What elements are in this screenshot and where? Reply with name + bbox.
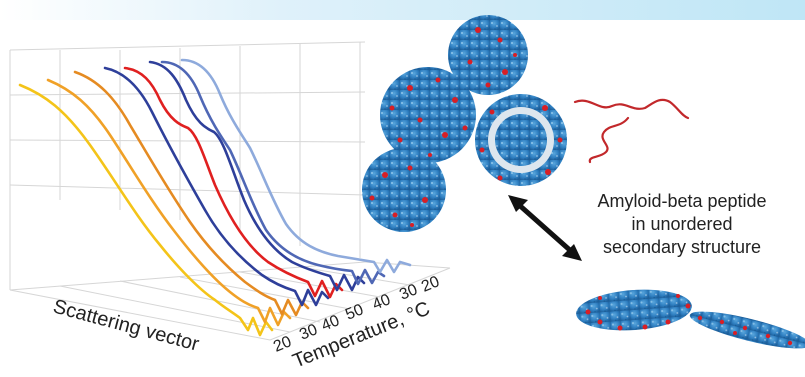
top-gradient-band bbox=[0, 0, 805, 20]
disc-large bbox=[576, 289, 692, 331]
amyloid-peptide-chain bbox=[573, 98, 690, 164]
vesicle-left bbox=[380, 67, 476, 163]
bicelle-structures bbox=[576, 289, 805, 349]
tick-30-front: 30 bbox=[297, 321, 320, 343]
annotation-line-2: in unordered bbox=[631, 214, 733, 234]
tick-40-back: 40 bbox=[370, 291, 393, 313]
tick-40-front: 40 bbox=[319, 312, 342, 334]
peptide-annotation: Amyloid-beta peptide in unordered second… bbox=[566, 190, 798, 259]
rod-elongated bbox=[689, 311, 805, 349]
vesicle-bottom bbox=[362, 148, 446, 232]
curve-20C-cooling-a bbox=[160, 60, 386, 286]
curve-30C-cooling bbox=[148, 60, 366, 292]
curve-40C-cooling bbox=[123, 66, 344, 299]
annotation-line-1: Amyloid-beta peptide bbox=[597, 191, 767, 211]
equilibrium-arrow bbox=[508, 195, 582, 261]
vesicle-cluster bbox=[362, 15, 567, 232]
saxs-curves bbox=[18, 58, 412, 337]
z-axis-ticks: 20 30 40 50 40 30 20 bbox=[271, 273, 442, 355]
peptide-spots bbox=[369, 27, 563, 227]
vesicle-top bbox=[448, 15, 528, 95]
tick-30-back: 30 bbox=[397, 281, 420, 303]
vesicle-cut bbox=[475, 94, 567, 186]
tick-20-back: 20 bbox=[419, 273, 442, 295]
annotation-line-3: secondary structure bbox=[602, 237, 762, 257]
curve-20C-cooling-b bbox=[180, 58, 412, 274]
tick-50: 50 bbox=[343, 301, 366, 323]
curve-30C-heating bbox=[46, 78, 292, 327]
tick-20-front: 20 bbox=[271, 333, 294, 355]
curve-20C-heating bbox=[18, 83, 274, 337]
curve-50C bbox=[103, 66, 330, 307]
curve-40C-heating bbox=[73, 70, 310, 317]
x-axis-label: Scattering vector bbox=[51, 296, 202, 356]
